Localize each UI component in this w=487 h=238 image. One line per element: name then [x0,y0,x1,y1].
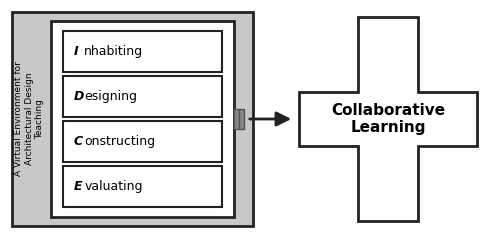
Bar [51,21,234,217]
Bar [12,12,253,226]
Text: Collaborative
Learning: Collaborative Learning [331,103,445,135]
Text: nhabiting: nhabiting [84,45,143,58]
Text: C: C [74,135,83,148]
Bar [63,31,222,72]
Text: valuating: valuating [84,180,143,193]
Text: esigning: esigning [84,90,137,103]
Text: onstructing: onstructing [84,135,155,148]
Bar [63,121,222,162]
Bar [63,166,222,207]
Text: E: E [74,180,82,193]
Bar [63,76,222,117]
Text: I: I [74,45,78,58]
Bar [234,109,239,129]
Bar [239,109,244,129]
Polygon shape [299,17,477,221]
Text: A Virtual Environment for
Architectural Design
Teaching: A Virtual Environment for Architectural … [14,62,44,176]
Text: D: D [74,90,84,103]
